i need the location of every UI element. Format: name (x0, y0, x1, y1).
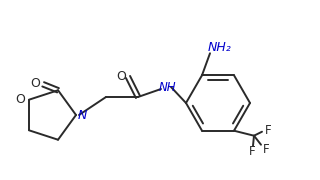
Text: NH: NH (159, 80, 177, 93)
Text: O: O (116, 69, 126, 82)
Text: O: O (30, 77, 40, 90)
Text: NH₂: NH₂ (208, 41, 232, 54)
Text: F: F (263, 143, 269, 156)
Text: F: F (249, 145, 255, 158)
Text: F: F (265, 124, 271, 137)
Text: N: N (77, 109, 87, 122)
Text: O: O (15, 93, 25, 106)
